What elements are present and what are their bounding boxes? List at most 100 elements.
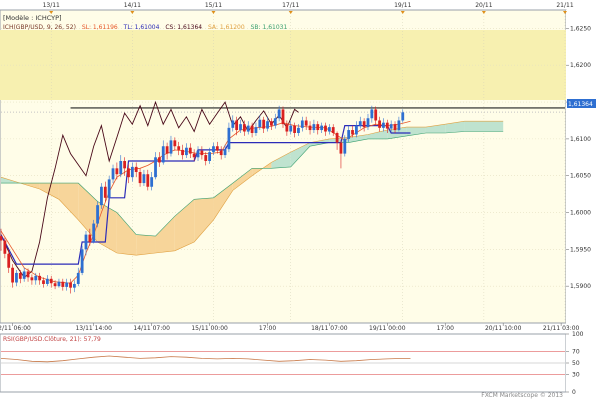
candle-body — [30, 277, 34, 281]
rsi-title: RSI(GBP/USD.Clôture, 21): 57,79 — [3, 336, 101, 343]
candle-body — [273, 118, 277, 126]
candle-body — [181, 149, 184, 156]
candle — [266, 116, 269, 132]
candle — [277, 105, 281, 122]
candle-body — [223, 149, 227, 156]
candle — [242, 120, 246, 136]
candle — [146, 169, 150, 191]
indicator-name: ICH(GBP/USD, 9, 26, 52) — [3, 24, 76, 31]
candle-body — [96, 205, 99, 224]
candle-body — [227, 127, 231, 150]
candle-body — [88, 234, 92, 242]
y-tick-label: 1,6050 — [570, 173, 591, 180]
price-label: 1,61364 — [568, 101, 593, 108]
cloud-segment — [136, 234, 156, 256]
candle — [7, 249, 11, 273]
sl-value: SL: 1,61196 — [82, 24, 118, 31]
candle — [76, 267, 80, 287]
candle-body — [15, 272, 18, 283]
candle-body — [26, 271, 30, 278]
candle — [208, 147, 212, 164]
candle-body — [192, 153, 196, 158]
candle-body — [401, 112, 405, 121]
candle-body — [331, 127, 335, 133]
top-date-label: 19/11 — [394, 2, 411, 9]
candle-body — [34, 275, 38, 281]
session-marker — [211, 11, 216, 14]
candle-body — [335, 132, 339, 143]
candle-body — [343, 138, 347, 154]
cs-value: CS: 1,61364 — [165, 24, 202, 31]
cloud-segment — [290, 142, 311, 167]
candle-body — [239, 124, 242, 131]
kijun-sen-line — [0, 125, 411, 265]
sb-value: SB: 1,61031 — [251, 24, 288, 31]
candle — [227, 122, 231, 153]
candle — [138, 168, 142, 187]
cloud-segment — [194, 197, 214, 242]
candle — [316, 121, 320, 135]
candle — [246, 121, 250, 135]
cloud-segment — [155, 216, 175, 254]
senkou-a-line — [0, 120, 504, 256]
candle-body — [119, 160, 123, 175]
candle — [65, 278, 69, 291]
cloud-segment — [97, 201, 117, 254]
candle — [370, 105, 374, 123]
candle-body — [53, 283, 57, 287]
candle — [262, 116, 266, 133]
candle-body — [3, 240, 7, 254]
y-tick-label: 1,6250 — [570, 25, 591, 32]
candle — [61, 278, 65, 291]
candle — [374, 106, 378, 126]
candle-body — [123, 160, 127, 169]
chikou-span-line — [0, 100, 299, 278]
candle — [331, 124, 335, 136]
candle-body — [397, 120, 401, 131]
candle — [366, 113, 370, 131]
candle-body — [304, 120, 308, 126]
candle-body — [84, 234, 88, 250]
rsi-panel: 100 70 50 30 0 — [0, 331, 584, 396]
candle — [26, 268, 30, 282]
candle — [22, 267, 26, 282]
candle — [273, 113, 277, 129]
candle-body — [297, 127, 300, 133]
candle-body — [165, 146, 169, 154]
candle — [53, 280, 57, 290]
candle-body — [61, 281, 65, 287]
candle — [173, 137, 177, 151]
ichimoku-cloud — [0, 120, 504, 256]
tl-value: TL: 1,61004 — [123, 24, 160, 31]
candle — [297, 124, 300, 136]
bottom-date-label: 17:00 — [437, 325, 454, 332]
candle — [308, 121, 312, 135]
candle-body — [154, 157, 157, 178]
cloud-segment — [271, 152, 291, 169]
candle-body — [242, 124, 246, 132]
candle — [111, 164, 115, 184]
candle — [339, 140, 343, 169]
candle-body — [146, 174, 150, 187]
rsi-tick-label: 70 — [572, 348, 580, 355]
candle — [161, 140, 165, 165]
candle — [385, 119, 389, 133]
cloud-segment — [348, 134, 368, 143]
candle-body — [231, 120, 235, 128]
candle — [285, 120, 289, 136]
candle — [347, 125, 351, 142]
candle — [3, 237, 7, 259]
candle — [235, 116, 239, 136]
candle — [188, 143, 192, 159]
bottom-date-label: 14/11 07:00 — [133, 325, 170, 332]
candle — [69, 278, 72, 294]
candle-body — [212, 146, 215, 153]
session-marker — [481, 11, 486, 14]
candle — [312, 119, 316, 133]
candle — [351, 125, 354, 138]
candle-body — [262, 119, 266, 129]
y-tick-label: 1,6100 — [570, 136, 591, 143]
cloud-segment — [445, 121, 465, 133]
rsi-tick-label: 0 — [572, 389, 576, 396]
bottom-date-label: 20/11 10:00 — [485, 325, 522, 332]
